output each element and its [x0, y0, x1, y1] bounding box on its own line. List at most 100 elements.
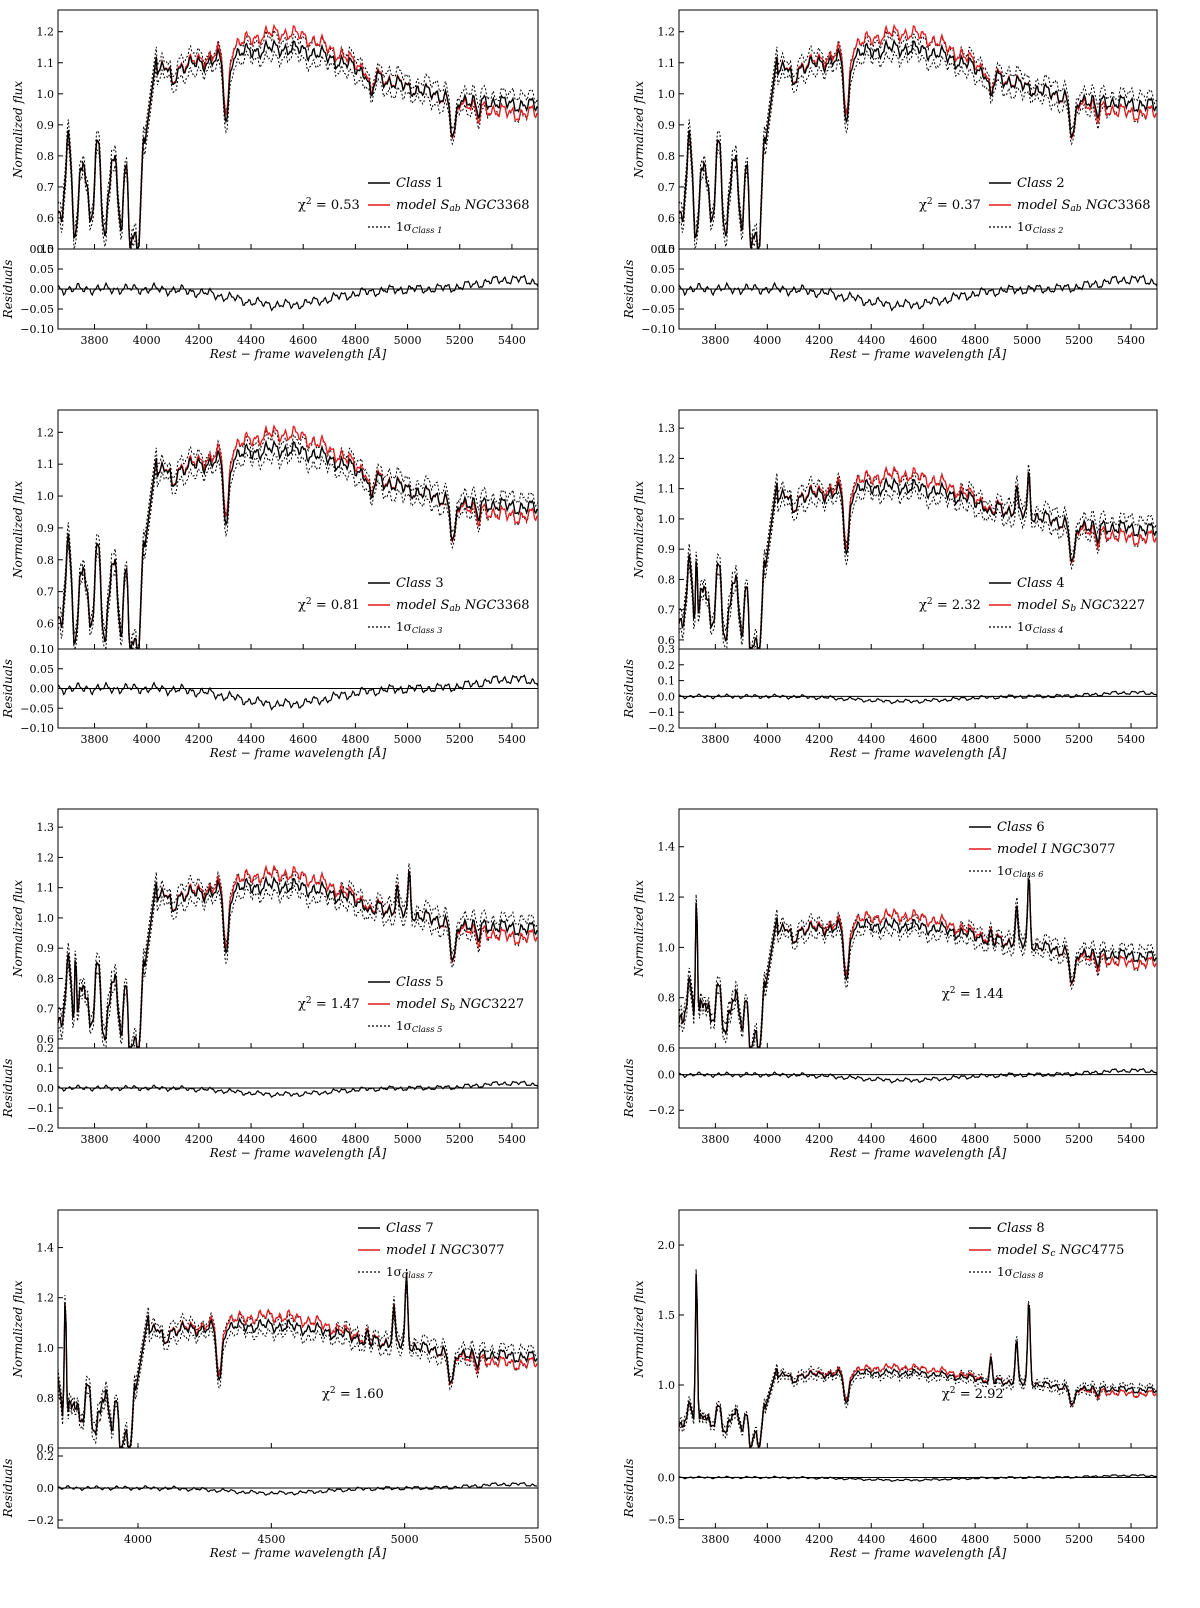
residual-axis-label: Residuals: [622, 260, 636, 320]
residual-frame: [678, 648, 1158, 729]
residual-tick-label: −0.2: [27, 1122, 54, 1135]
flux-axis-label: Normalized flux: [11, 880, 25, 978]
sigma-upper-line: [57, 429, 539, 649]
residual-tick-label: 0.0: [37, 1482, 55, 1495]
flux-tick-label: 0.7: [37, 1003, 55, 1016]
flux-tick-label: 1.2: [658, 452, 676, 465]
residual-tick-label: 0.2: [37, 1042, 55, 1055]
sigma-upper-line: [678, 1269, 1158, 1448]
class-spectrum-line: [678, 878, 1158, 1048]
x-tick-label: 5000: [1013, 1533, 1041, 1546]
sigma-lower-line: [678, 884, 1158, 1048]
x-tick-label: 4000: [133, 733, 161, 746]
x-tick-label: 4600: [289, 1133, 317, 1146]
residual-axis-label: Residuals: [622, 659, 636, 719]
legend-model-label: model Sab NGC3368: [396, 598, 530, 614]
residual-line: [57, 1080, 539, 1098]
residual-tick-label: 0.10: [30, 643, 55, 656]
legend-class-label: Class 7: [386, 1221, 434, 1236]
x-tick-label: 4800: [341, 733, 369, 746]
residual-axis-label: Residuals: [1, 1459, 15, 1519]
x-tick-label: 5400: [498, 334, 526, 347]
flux-axis-label: Normalized flux: [11, 1280, 25, 1378]
chi-square-label: χ2 = 0.53: [298, 197, 360, 213]
flux-tick-label: 0.9: [37, 522, 55, 535]
residual-tick-label: −0.1: [648, 706, 675, 719]
x-tick-label: 3800: [701, 733, 729, 746]
spectrum-panel-1: 0.5 0.6 0.7 0.8 0.9 1.0 1.1 1.2 −0.10 −0.05 0.00 0.…: [1, 9, 539, 361]
sigma-upper-line: [57, 863, 539, 1048]
flux-tick-label: 0.8: [37, 1392, 55, 1405]
residual-tick-label: 0.1: [658, 675, 676, 688]
residual-tick-label: −0.2: [648, 722, 675, 735]
residual-tick-label: 0.00: [30, 283, 55, 296]
x-tick-label: 4400: [857, 1533, 885, 1546]
x-axis-label: Rest − frame wavelength [Å]: [829, 346, 1007, 361]
x-tick-label: 4400: [237, 334, 265, 347]
flux-tick-label: 1.5: [658, 1309, 676, 1322]
flux-tick-label: 1.1: [658, 57, 676, 70]
residual-tick-label: −0.2: [27, 1514, 54, 1527]
legend-sigma-label: 1σClass 8: [997, 1265, 1044, 1280]
x-tick-label: 4000: [753, 1533, 781, 1546]
flux-tick-label: 0.5: [37, 243, 55, 256]
residual-tick-label: −0.5: [648, 1514, 675, 1527]
flux-tick-label: 0.6: [37, 1033, 55, 1046]
flux-axis-label: Normalized flux: [11, 81, 25, 179]
x-tick-label: 4600: [289, 334, 317, 347]
flux-tick-label: 0.8: [37, 554, 55, 567]
legend: Class 8 model Sc NGC4775 1σClass 8: [969, 1221, 1124, 1280]
residual-frame: [678, 1047, 1158, 1129]
residual-axis-label: Residuals: [622, 1459, 636, 1519]
residual-axis-label: Residuals: [622, 1059, 636, 1119]
flux-tick-label: 0.6: [658, 212, 676, 225]
x-tick-label: 5200: [1065, 1133, 1093, 1146]
x-tick-label: 4800: [961, 334, 989, 347]
sigma-lower-line: [57, 47, 539, 250]
x-tick-label: 4000: [753, 733, 781, 746]
flux-axis-label: Normalized flux: [632, 1280, 646, 1378]
flux-frame: [57, 9, 539, 250]
x-axis-label: Rest − frame wavelength [Å]: [829, 1145, 1007, 1160]
residual-line: [57, 674, 539, 711]
class-spectrum-line: [57, 38, 539, 249]
x-tick-label: 5400: [1117, 1533, 1145, 1546]
flux-tick-label: 0.9: [37, 942, 55, 955]
legend-class-label: Class 6: [997, 820, 1045, 835]
residual-tick-label: −0.05: [641, 303, 675, 316]
x-tick-label: 5000: [1013, 733, 1041, 746]
legend: Class 2 model Sab NGC3368 1σClass 2: [989, 176, 1151, 235]
flux-tick-label: 2.0: [658, 1239, 676, 1252]
chi-square-label: χ2 = 0.81: [298, 597, 360, 613]
x-tick-label: 5200: [446, 733, 474, 746]
legend-class-label: Class 3: [396, 576, 444, 591]
x-tick-label: 4800: [961, 1133, 989, 1146]
legend: Class 6 model I NGC3077 1σClass 6: [969, 820, 1116, 879]
legend-model-label: model Sab NGC3368: [1017, 198, 1151, 214]
flux-tick-label: 0.8: [658, 992, 676, 1005]
flux-tick-label: 1.1: [37, 458, 55, 471]
residual-frame: [678, 1447, 1158, 1529]
x-tick-label: 3800: [81, 334, 109, 347]
x-tick-label: 4800: [341, 1133, 369, 1146]
flux-tick-label: 1.0: [658, 88, 676, 101]
flux-tick-label: 0.6: [37, 618, 55, 631]
legend-class-label: Class 4: [1017, 576, 1065, 591]
x-tick-label: 5200: [446, 1133, 474, 1146]
x-axis-label: Rest − frame wavelength [Å]: [209, 1545, 387, 1560]
legend-class-label: Class 8: [997, 1221, 1045, 1236]
spectrum-panel-3: 0.6 0.7 0.8 0.9 1.0 1.1 1.2 −0.10 −0.05 0.00 0.05 0…: [1, 409, 539, 760]
legend: Class 1 model Sab NGC3368 1σClass 1: [368, 176, 530, 235]
x-tick-label: 3800: [701, 334, 729, 347]
spectrum-panel-6: 0.6 0.8 1.0 1.2 1.4 −0.2 0.0 3800 4000 4200 4400 46…: [622, 808, 1158, 1160]
x-tick-label: 4400: [857, 733, 885, 746]
residual-tick-label: 0.05: [651, 263, 676, 276]
model-spectrum-line: [57, 423, 538, 649]
residual-line: [678, 274, 1158, 312]
flux-tick-label: 1.0: [37, 88, 55, 101]
x-tick-label: 4600: [909, 1133, 937, 1146]
x-tick-label: 5200: [1065, 334, 1093, 347]
chi-square-label: χ2 = 1.47: [298, 996, 360, 1012]
residual-axis-label: Residuals: [1, 659, 15, 719]
legend-model-label: model I NGC3077: [997, 842, 1116, 857]
